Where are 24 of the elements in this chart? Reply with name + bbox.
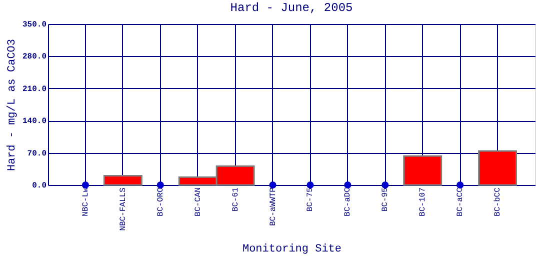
- chart-title: Hard - June, 2005: [230, 1, 353, 15]
- x-axis-title: Monitoring Site: [242, 244, 342, 256]
- x-tick-label: BC-107: [418, 187, 428, 216]
- y-tick-label: 70.0: [27, 149, 47, 158]
- x-tick-label: NBC-Lw: [81, 187, 90, 216]
- x-tick-label: BC-75: [306, 187, 316, 212]
- bar: [478, 150, 518, 186]
- x-tick-label: BC-bCC: [494, 187, 503, 216]
- y-tick-label: 350.0: [22, 20, 47, 30]
- x-tick-label: BC-aWWTP: [268, 187, 278, 226]
- x-tick-label: BC-aDC: [344, 187, 353, 216]
- y-tick-label: 280.0: [22, 52, 47, 62]
- x-tick-label: BC-ORO: [156, 187, 166, 216]
- x-tick-label: BC-CAN: [194, 187, 203, 216]
- y-tick-label: 140.0: [22, 117, 47, 126]
- x-tick-label: NBC-FALLS: [118, 187, 128, 231]
- x-tick-label: BC-61: [231, 187, 240, 212]
- x-tick-label: BC-aCC: [456, 187, 466, 216]
- bar: [403, 155, 442, 186]
- y-axis-title: Hard - mg/L as CaCO3: [6, 38, 18, 172]
- y-tick-label: 0.0: [32, 182, 47, 190]
- x-tick-label: BC-95: [381, 187, 390, 212]
- bar: [103, 175, 142, 186]
- y-tick-label: 210.0: [22, 84, 47, 94]
